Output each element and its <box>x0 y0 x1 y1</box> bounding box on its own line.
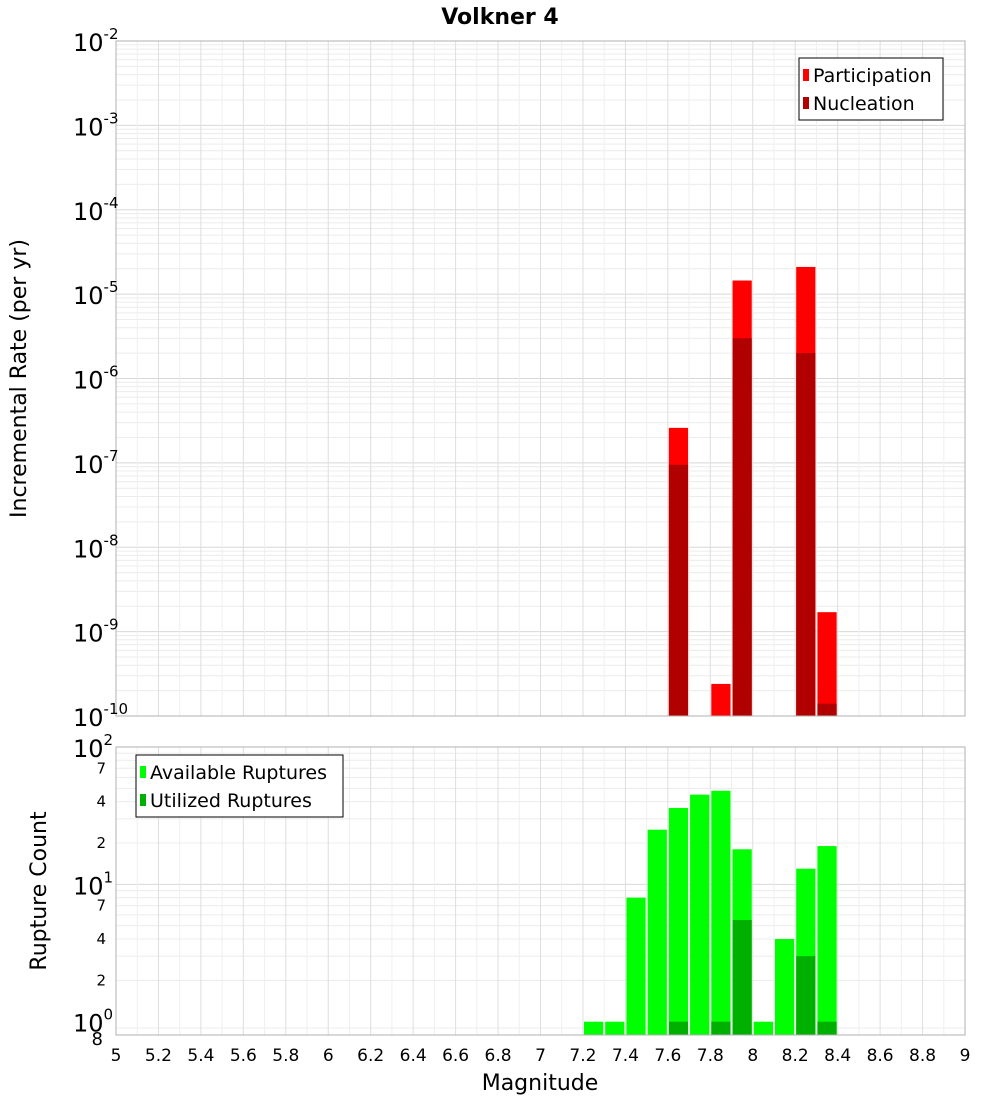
top-y-tick-label: 10-5 <box>73 278 119 310</box>
available-ruptures-bar <box>774 939 795 1035</box>
bottom-legend-label: Available Ruptures <box>150 762 327 784</box>
available-ruptures-bar <box>690 794 710 1035</box>
x-tick-label: 5.4 <box>187 1046 214 1066</box>
nucleation-bar <box>668 464 689 716</box>
bottom-plot-border <box>115 746 966 1036</box>
top-legend-swatch <box>803 97 809 109</box>
x-tick-label: 5.6 <box>230 1046 257 1066</box>
available-ruptures-bar <box>711 790 731 1035</box>
utilized-ruptures-bar <box>711 1021 731 1035</box>
x-tick-label: 7.8 <box>697 1046 724 1066</box>
bottom-y-major-tick-label: 100 <box>73 1006 113 1038</box>
bottom-y-minor-tick-label: 7 <box>96 759 106 777</box>
x-tick-label: 7 <box>535 1046 546 1066</box>
bottom-legend-label: Utilized Ruptures <box>150 790 312 812</box>
utilized-ruptures-bar <box>796 956 816 1035</box>
available-ruptures-bar <box>605 1021 625 1035</box>
bottom-legend-box <box>135 754 344 818</box>
x-tick-label: 5 <box>111 1046 122 1066</box>
x-tick-label: 9 <box>960 1046 971 1066</box>
bottom-y-axis-title: Rupture Count <box>27 811 52 971</box>
bottom-y-minor-tick-label: 2 <box>96 834 106 852</box>
x-tick-label: 6.6 <box>442 1046 469 1066</box>
nucleation-bar <box>732 338 752 716</box>
top-legend-label: Participation <box>813 65 932 87</box>
available-ruptures-bar <box>753 1021 773 1035</box>
top-y-tick-label: 10-7 <box>73 447 119 479</box>
x-tick-label: 8.6 <box>867 1046 894 1066</box>
bottom-legend-swatch <box>140 766 146 778</box>
x-tick-label: 6 <box>323 1046 334 1066</box>
nucleation-bar <box>796 353 816 716</box>
x-tick-label: 6.8 <box>485 1046 512 1066</box>
x-tick-label: 5.2 <box>145 1046 172 1066</box>
top-legend-label: Nucleation <box>813 93 915 115</box>
available-ruptures-bar <box>817 846 837 1035</box>
participation-bar <box>711 683 731 716</box>
top-y-tick-label: 10-4 <box>73 194 119 226</box>
available-ruptures-bar <box>668 807 689 1035</box>
available-ruptures-bar <box>647 829 667 1035</box>
x-tick-label: 7.2 <box>569 1046 596 1066</box>
utilized-ruptures-bar <box>668 1021 689 1035</box>
top-plot-border <box>115 40 966 717</box>
bottom-legend-swatch <box>140 794 146 806</box>
utilized-ruptures-bar <box>732 920 752 1035</box>
utilized-ruptures-bar <box>817 1021 837 1035</box>
x-tick-label: 7.4 <box>612 1046 639 1066</box>
top-y-tick-label: 10-3 <box>73 109 119 141</box>
x-tick-label: 8.4 <box>824 1046 851 1066</box>
x-tick-label: 7.6 <box>654 1046 681 1066</box>
top-legend-box <box>798 57 944 121</box>
participation-bar <box>817 612 837 716</box>
bottom-y-minor-tick-label: 4 <box>96 930 106 948</box>
bottom-y-minor-tick-label: 2 <box>96 971 106 989</box>
chart-title: Volkner 4 <box>441 5 559 30</box>
bottom-y-minor-tick-label: 8 <box>92 1029 103 1050</box>
x-tick-label: 8.2 <box>782 1046 809 1066</box>
bottom-y-minor-tick-label: 4 <box>96 793 106 811</box>
nucleation-bar <box>817 703 837 716</box>
x-tick-label: 6.2 <box>357 1046 384 1066</box>
top-y-tick-label: 10-8 <box>73 531 119 563</box>
bottom-y-major-tick-label: 101 <box>73 868 113 900</box>
x-tick-label: 8.8 <box>909 1046 936 1066</box>
top-y-tick-label: 10-10 <box>73 700 128 732</box>
top-y-tick-label: 10-9 <box>73 616 119 648</box>
top-y-tick-label: 10-6 <box>73 363 119 395</box>
top-legend-swatch <box>803 69 809 81</box>
x-tick-label: 8 <box>747 1046 758 1066</box>
x-tick-label: 6.4 <box>400 1046 427 1066</box>
x-axis-title: Magnitude <box>482 1071 599 1096</box>
bottom-y-minor-tick-label: 7 <box>96 897 106 915</box>
available-ruptures-bar <box>626 897 646 1035</box>
x-tick-label: 5.8 <box>272 1046 299 1066</box>
bottom-y-major-tick-label: 102 <box>73 731 113 763</box>
available-ruptures-bar <box>583 1021 604 1035</box>
top-y-tick-label: 10-2 <box>73 25 119 57</box>
top-y-axis-title: Incremental Rate (per yr) <box>7 239 32 518</box>
